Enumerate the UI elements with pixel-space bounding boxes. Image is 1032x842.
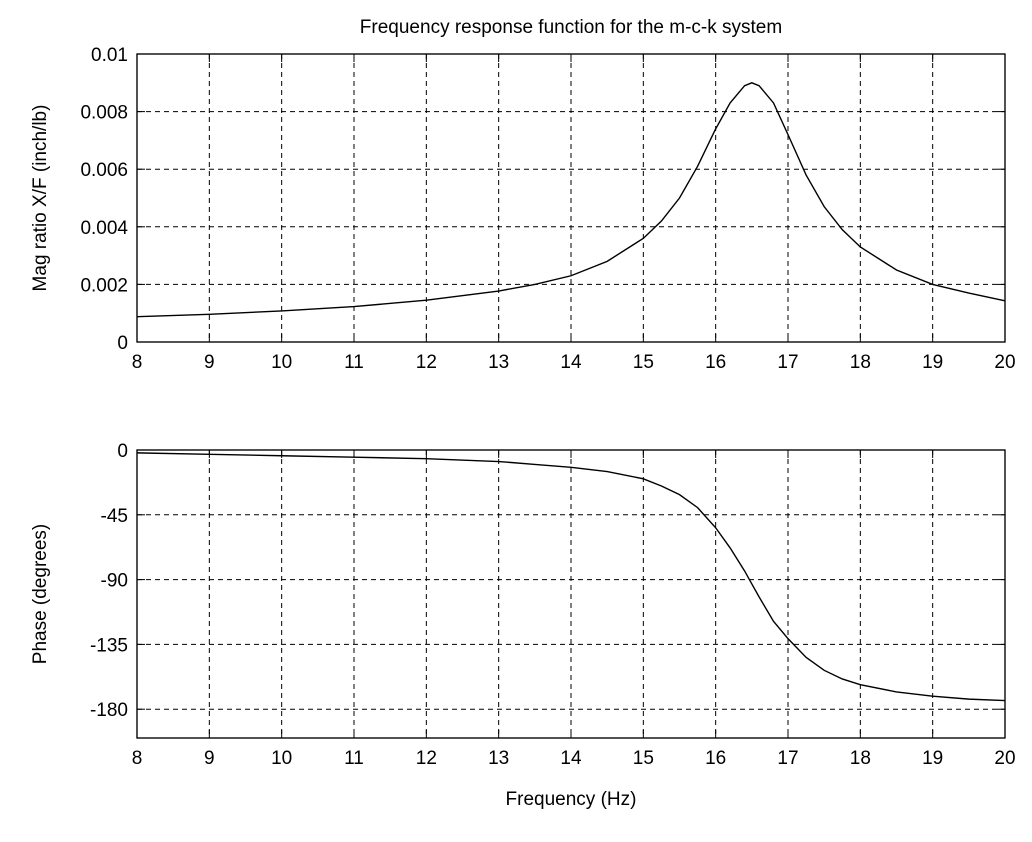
y-tick-label: 0 xyxy=(117,441,128,462)
y-tick-label: -135 xyxy=(90,635,128,656)
y-tick-label: 0.008 xyxy=(80,103,128,124)
x-tick-label: 12 xyxy=(416,352,437,373)
x-tick-label: 9 xyxy=(204,748,215,769)
x-tick-label: 9 xyxy=(204,352,215,373)
x-tick-label: 19 xyxy=(922,748,943,769)
x-axis-label: Frequency (Hz) xyxy=(506,789,637,810)
x-tick-label: 10 xyxy=(271,748,292,769)
x-tick-label: 11 xyxy=(344,352,364,373)
axes-border xyxy=(136,449,1006,739)
x-tick-label: 15 xyxy=(633,352,654,373)
series-line-1-1 xyxy=(136,82,1006,318)
x-tick-label: 15 xyxy=(633,748,654,769)
x-tick-label: 8 xyxy=(132,748,143,769)
y-tick-label: -90 xyxy=(101,571,128,592)
x-tick-label: 14 xyxy=(560,352,582,373)
x-tick-label: 20 xyxy=(994,748,1015,769)
x-tick-label: 16 xyxy=(705,352,726,373)
y-tick-label: 0.006 xyxy=(80,160,128,181)
series-line-2-1 xyxy=(136,452,1006,702)
x-tick-label: 12 xyxy=(416,748,437,769)
y-tick-label: -45 xyxy=(101,506,128,527)
x-tick-label: 11 xyxy=(344,748,364,769)
x-tick-label: 20 xyxy=(994,352,1015,373)
y-tick-label: 0 xyxy=(117,333,128,354)
y-tick-label: 0.002 xyxy=(80,275,128,296)
x-tick-label: 17 xyxy=(777,352,798,373)
x-tick-label: 8 xyxy=(132,352,143,373)
y-tick-label: 0.004 xyxy=(80,218,128,239)
x-tick-label: 16 xyxy=(705,748,726,769)
x-tick-label: 18 xyxy=(850,352,871,373)
y-tick-label: 0.01 xyxy=(91,45,128,66)
y-axis-label: Phase (degrees) xyxy=(30,524,51,664)
x-tick-label: 14 xyxy=(560,748,582,769)
x-tick-label: 18 xyxy=(850,748,871,769)
x-tick-label: 19 xyxy=(922,352,943,373)
y-axis-label: Mag ratio X/F (inch/lb) xyxy=(30,105,51,292)
axes-border xyxy=(136,53,1006,343)
chart-title: Frequency response function for the m-c-… xyxy=(360,17,782,38)
x-tick-label: 17 xyxy=(777,748,798,769)
x-tick-label: 13 xyxy=(488,748,509,769)
y-tick-label: -180 xyxy=(90,700,128,721)
x-tick-label: 13 xyxy=(488,352,509,373)
x-tick-label: 10 xyxy=(271,352,292,373)
